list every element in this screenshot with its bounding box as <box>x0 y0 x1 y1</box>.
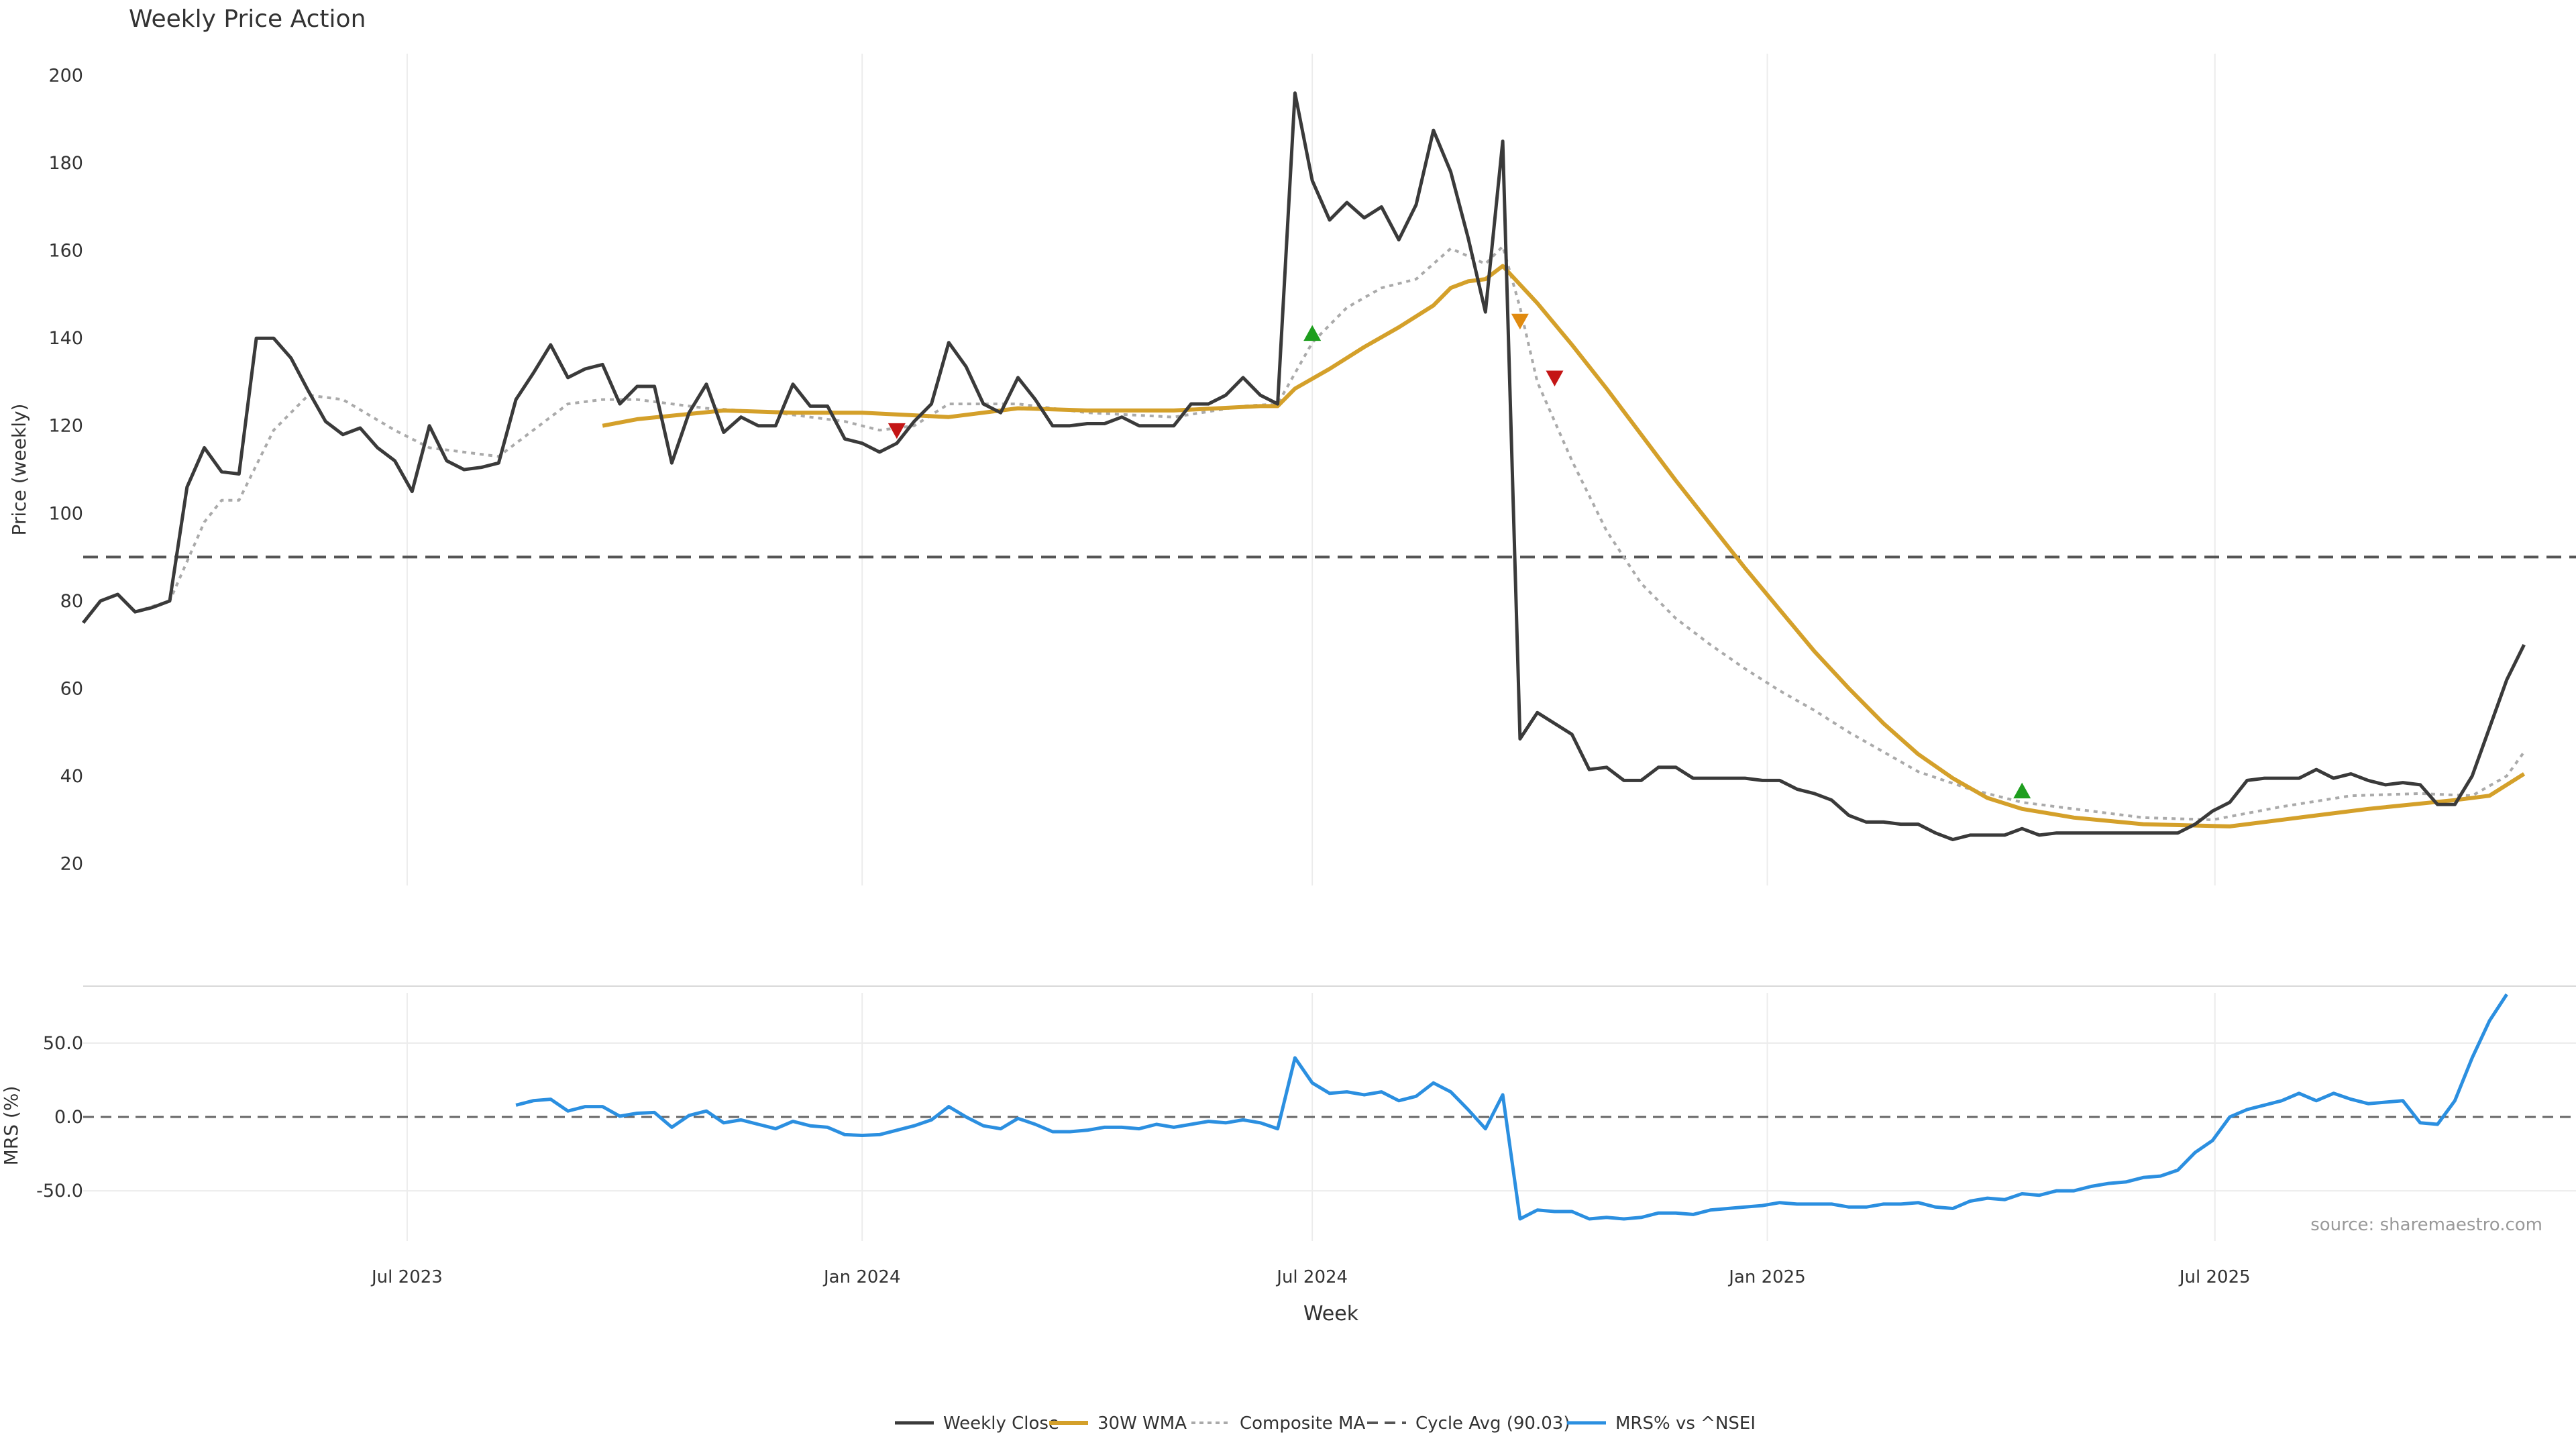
price-y-tick-label: 20 <box>60 853 83 874</box>
buy-signal-marker <box>1303 325 1322 341</box>
price-y-axis: 20 40 60 80 100 120 140 160 180 200 <box>48 66 83 875</box>
mrs-y-tick-label: 50.0 <box>43 1033 83 1054</box>
price-y-tick-label: 40 <box>60 766 83 787</box>
legend-entry: Weekly Close <box>943 1413 1059 1434</box>
legend: Weekly Close 30W WMA Composite MA Cycle Avg… <box>895 1413 1756 1434</box>
x-tick-label: Jan 2025 <box>1727 1267 1806 1287</box>
x-axis: Jul 2023 Jan 2024 Jul 2024 Jan 2025 Jul 2025 <box>370 1267 2251 1287</box>
signal-markers <box>888 313 2031 799</box>
x-axis-label: Week <box>1303 1302 1359 1326</box>
price-y-tick-label: 200 <box>48 66 83 87</box>
weekly-close-line <box>82 91 2526 841</box>
price-y-axis-label: Price (weekly) <box>8 404 30 536</box>
legend-entry: MRS% vs ^NSEI <box>1615 1413 1756 1434</box>
price-y-tick-label: 100 <box>48 503 83 524</box>
chart-title: Weekly Price Action <box>129 5 366 33</box>
sell-signal-marker <box>1546 370 1564 386</box>
warn-signal-marker <box>1511 313 1529 330</box>
mrs-line <box>515 993 2508 1221</box>
mrs-series <box>515 993 2508 1221</box>
legend-entry: Cycle Avg (90.03) <box>1415 1413 1570 1434</box>
x-tick-label: Jul 2024 <box>1275 1267 1348 1287</box>
mrs-y-tick-label: -50.0 <box>36 1181 83 1201</box>
price-series <box>82 91 2526 841</box>
legend-entry: Composite MA <box>1240 1413 1365 1434</box>
price-y-tick-label: 140 <box>48 328 83 349</box>
price-y-tick-label: 80 <box>60 591 83 612</box>
sell-signal-marker <box>888 423 906 439</box>
buy-signal-marker <box>2013 782 2031 799</box>
price-y-tick-label: 120 <box>48 416 83 437</box>
legend-entry: 30W WMA <box>1097 1413 1187 1434</box>
wma-30w-line <box>602 264 2526 828</box>
price-y-tick-label: 60 <box>60 678 83 699</box>
source-note: source: sharemaestro.com <box>2310 1215 2542 1235</box>
price-y-tick-label: 160 <box>48 241 83 262</box>
mrs-y-axis: 50.0 0.0 -50.0 <box>36 1033 83 1201</box>
composite-ma-line <box>134 245 2526 822</box>
mrs-y-axis-label: MRS (%) <box>0 1086 22 1166</box>
x-tick-label: Jan 2024 <box>822 1267 901 1287</box>
x-tick-label: Jul 2025 <box>2178 1267 2251 1287</box>
x-tick-label: Jul 2023 <box>370 1267 443 1287</box>
mrs-y-tick-label: 0.0 <box>54 1107 83 1128</box>
mrs-panel: 50.0 0.0 -50.0 MRS (%) <box>0 993 2576 1221</box>
mrs-y-grid <box>83 1042 2576 1192</box>
price-y-tick-label: 180 <box>48 153 83 174</box>
